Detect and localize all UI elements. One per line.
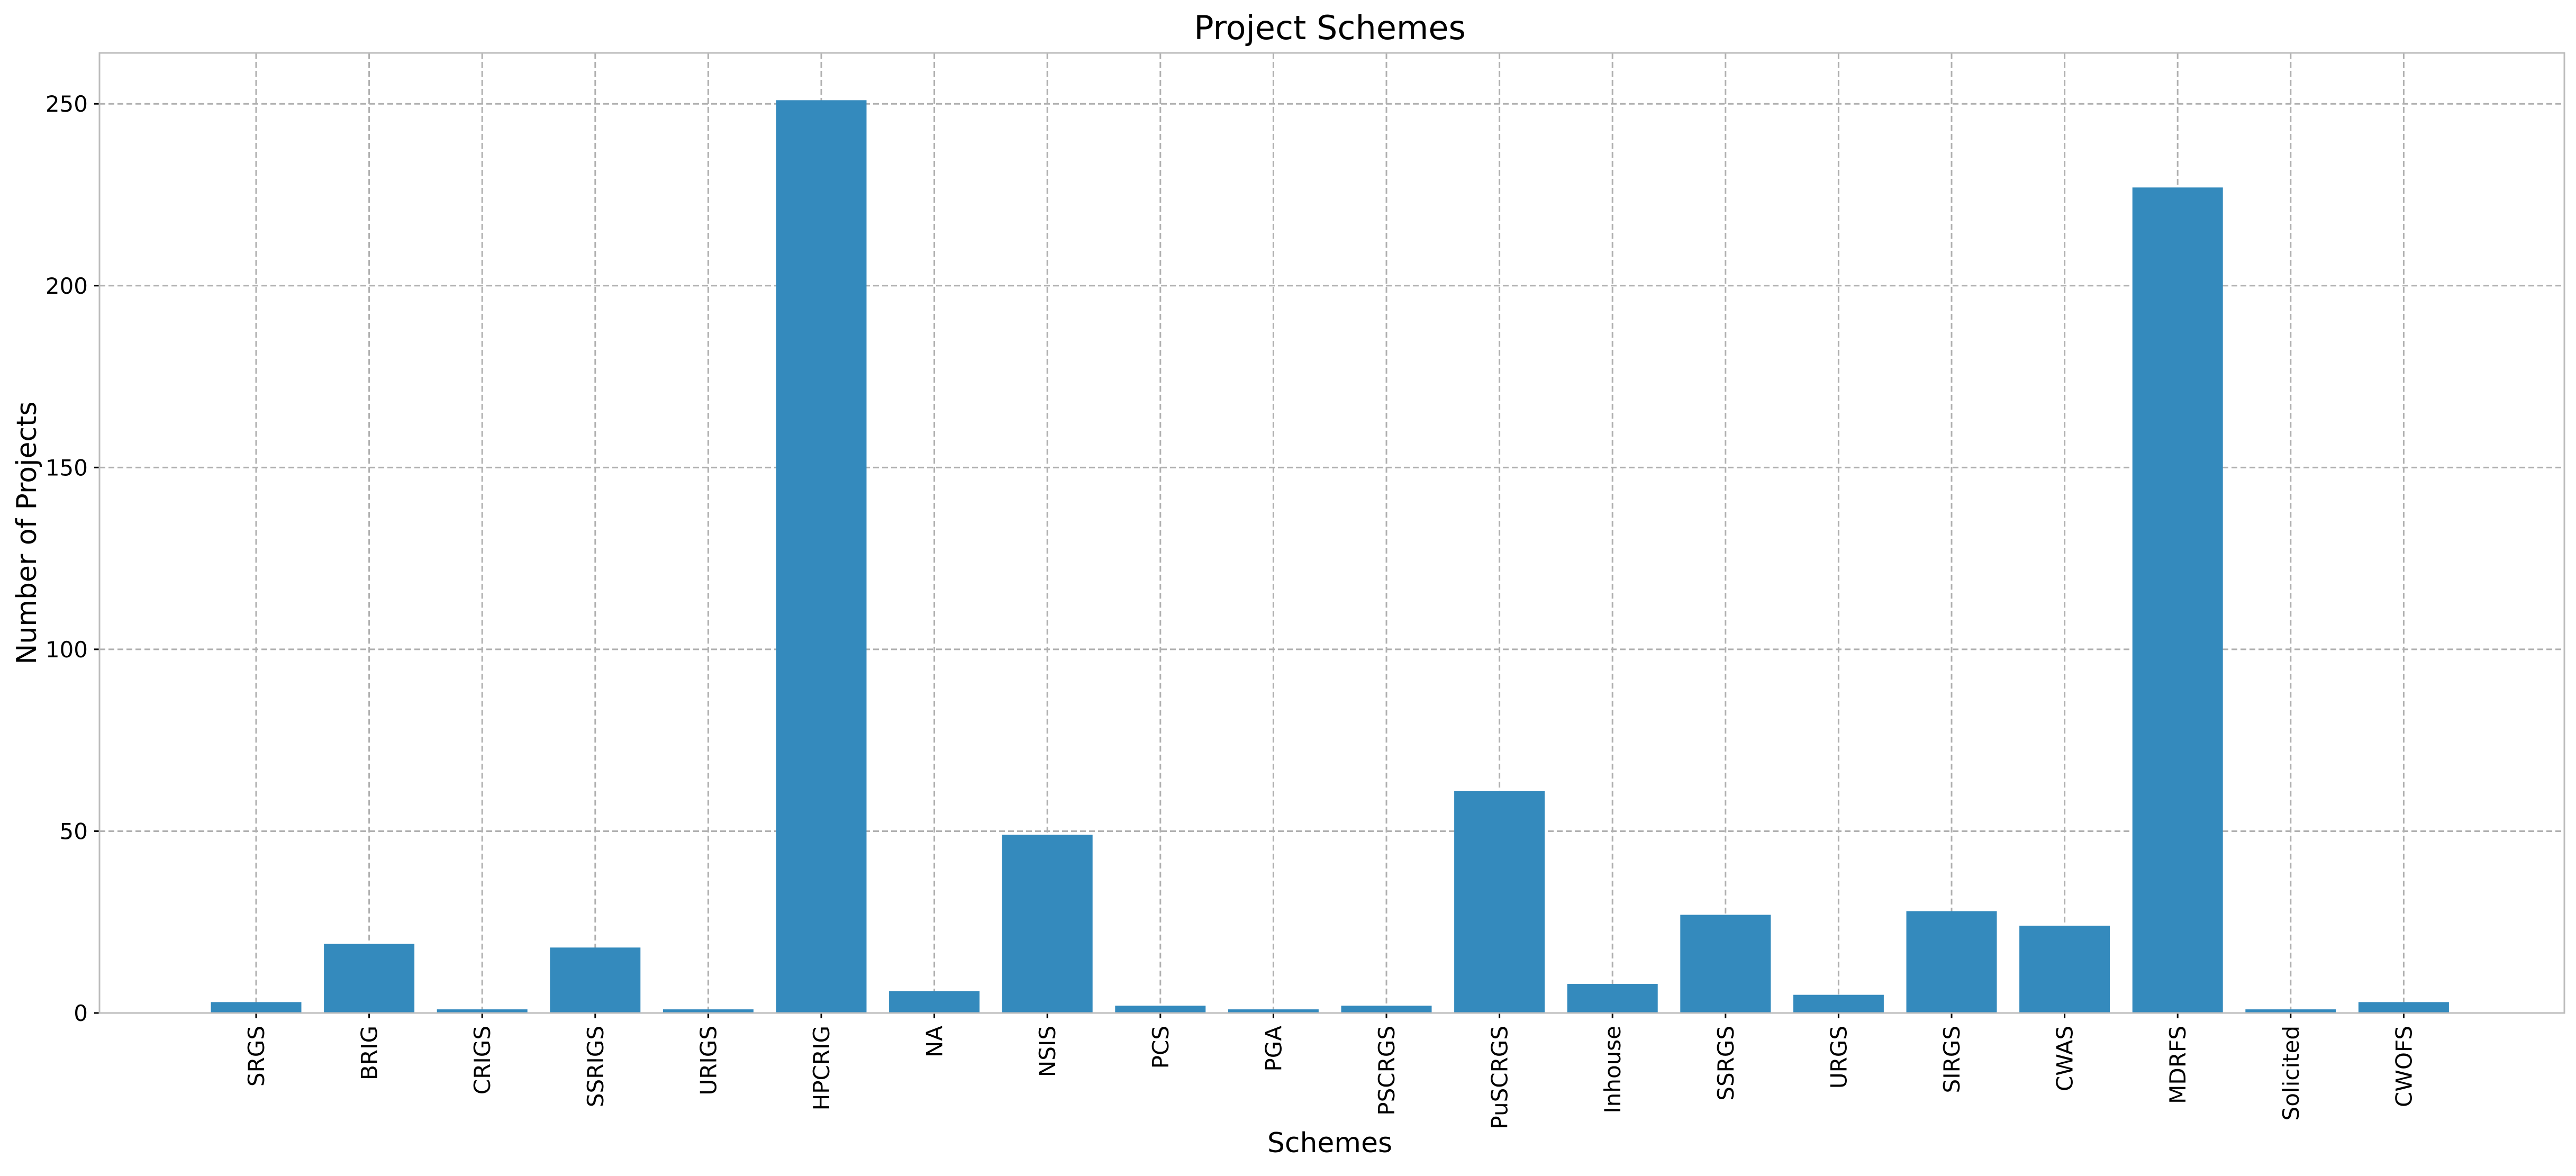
x-tick-label: PSCRGS	[1374, 1026, 1400, 1116]
plot-frame	[98, 52, 2565, 1014]
chart-title: Project Schemes	[1194, 8, 1466, 47]
x-tick-label: Inhouse	[1600, 1026, 1626, 1114]
x-tick-label: SSRGS	[1713, 1026, 1739, 1101]
bar	[211, 1002, 302, 1013]
y-tick-label: 250	[46, 91, 88, 117]
x-tick-label: PCS	[1148, 1026, 1174, 1069]
bar	[776, 100, 867, 1013]
x-tick-label: PGA	[1260, 1026, 1286, 1072]
bar	[2019, 926, 2110, 1013]
bar	[663, 1009, 754, 1013]
x-tick-label: HPCRIG	[809, 1026, 835, 1110]
bar	[1680, 915, 1771, 1013]
y-tick-label: 50	[60, 818, 88, 844]
x-tick-label: PuSCRGS	[1487, 1026, 1513, 1129]
bar	[324, 944, 415, 1013]
x-tick-label: URIGS	[695, 1026, 721, 1096]
y-tick-label: 100	[46, 637, 88, 663]
bar	[550, 947, 641, 1013]
bar	[889, 991, 980, 1013]
bar	[1002, 835, 1093, 1013]
x-axis-ticks: SRGS BRIG CRIGS SSRIGS URIGS HPCRIG NA NSIS PCS P…	[243, 1013, 2417, 1129]
x-tick-label: BRIG	[357, 1026, 383, 1080]
x-tick-label: SRGS	[243, 1026, 269, 1087]
y-tick-label: 200	[46, 273, 88, 299]
bars	[211, 100, 2449, 1013]
bar	[2245, 1009, 2336, 1013]
bar	[1567, 984, 1658, 1013]
bar	[2358, 1002, 2449, 1013]
bar	[1341, 1006, 1432, 1013]
y-tick-label: 150	[46, 455, 88, 481]
bar	[1454, 791, 1545, 1013]
y-tick-label: 0	[74, 1000, 88, 1026]
x-tick-label: Solicited	[2278, 1026, 2304, 1120]
bar	[1793, 994, 1884, 1013]
x-tick-label: CWOFS	[2391, 1026, 2417, 1107]
y-axis-label: Number of Projects	[11, 401, 43, 664]
x-tick-label: URGS	[1826, 1026, 1852, 1089]
x-gridlines	[255, 53, 2405, 1013]
x-tick-label: NA	[922, 1026, 948, 1057]
x-axis-label: Schemes	[1267, 1127, 1392, 1159]
bar	[1228, 1009, 1319, 1013]
bar	[1115, 1006, 1206, 1013]
bar	[437, 1009, 528, 1013]
x-tick-label: CWAS	[2052, 1026, 2078, 1091]
x-tick-label: CRIGS	[469, 1026, 495, 1094]
bar	[2132, 187, 2223, 1013]
x-tick-label: MDRFS	[2165, 1026, 2191, 1104]
bar	[1906, 911, 1997, 1013]
x-tick-label: SIRGS	[1939, 1026, 1965, 1093]
y-axis-ticks: 0 50 100 150 200 250	[46, 91, 99, 1026]
x-tick-label: SSRIGS	[583, 1026, 609, 1107]
x-tick-label: NSIS	[1035, 1026, 1060, 1077]
